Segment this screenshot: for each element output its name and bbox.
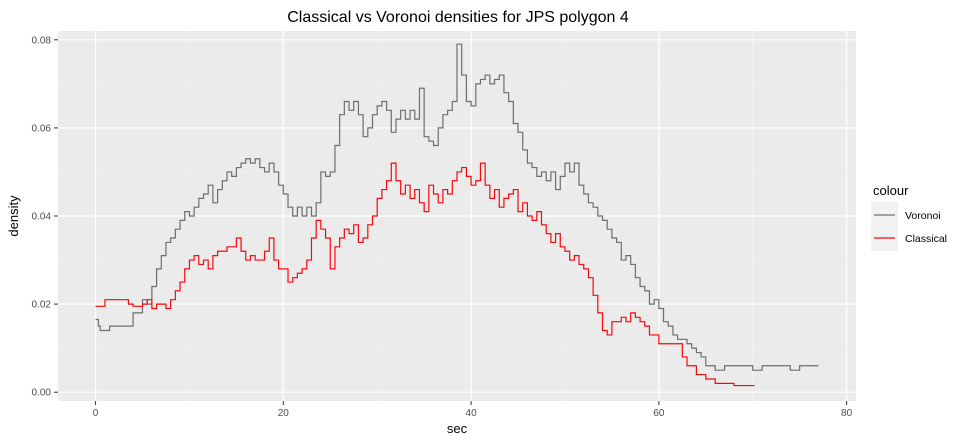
x-tick-label: 20 <box>278 408 290 419</box>
legend-label-classical: Classical <box>905 233 947 245</box>
x-tick-label: 80 <box>841 408 853 419</box>
x-tick-label: 40 <box>466 408 478 419</box>
y-tick-label: 0.02 <box>32 300 52 311</box>
series-line-classical <box>95 162 755 387</box>
x-axis-title: sec <box>447 421 468 436</box>
series-line-voronoi <box>95 43 819 371</box>
y-tick-label: 0.00 <box>32 388 52 399</box>
legend-title: colour <box>873 183 909 198</box>
y-tick-label: 0.06 <box>32 123 52 134</box>
x-tick-label: 0 <box>93 408 99 419</box>
legend-label-voronoi: Voronoi <box>905 210 941 222</box>
x-tick-label: 60 <box>653 408 665 419</box>
y-tick-label: 0.04 <box>32 212 52 223</box>
series-lines <box>95 43 819 387</box>
legend: colour Voronoi Classical <box>871 183 947 251</box>
chart-title: Classical vs Voronoi densities for JPS p… <box>287 9 629 26</box>
y-tick-label: 0.08 <box>32 35 52 46</box>
y-axis-title: density <box>6 195 21 237</box>
axis-ticks: 0 20 40 60 80 0.00 0.02 0.04 0.06 0.08 <box>32 35 853 419</box>
